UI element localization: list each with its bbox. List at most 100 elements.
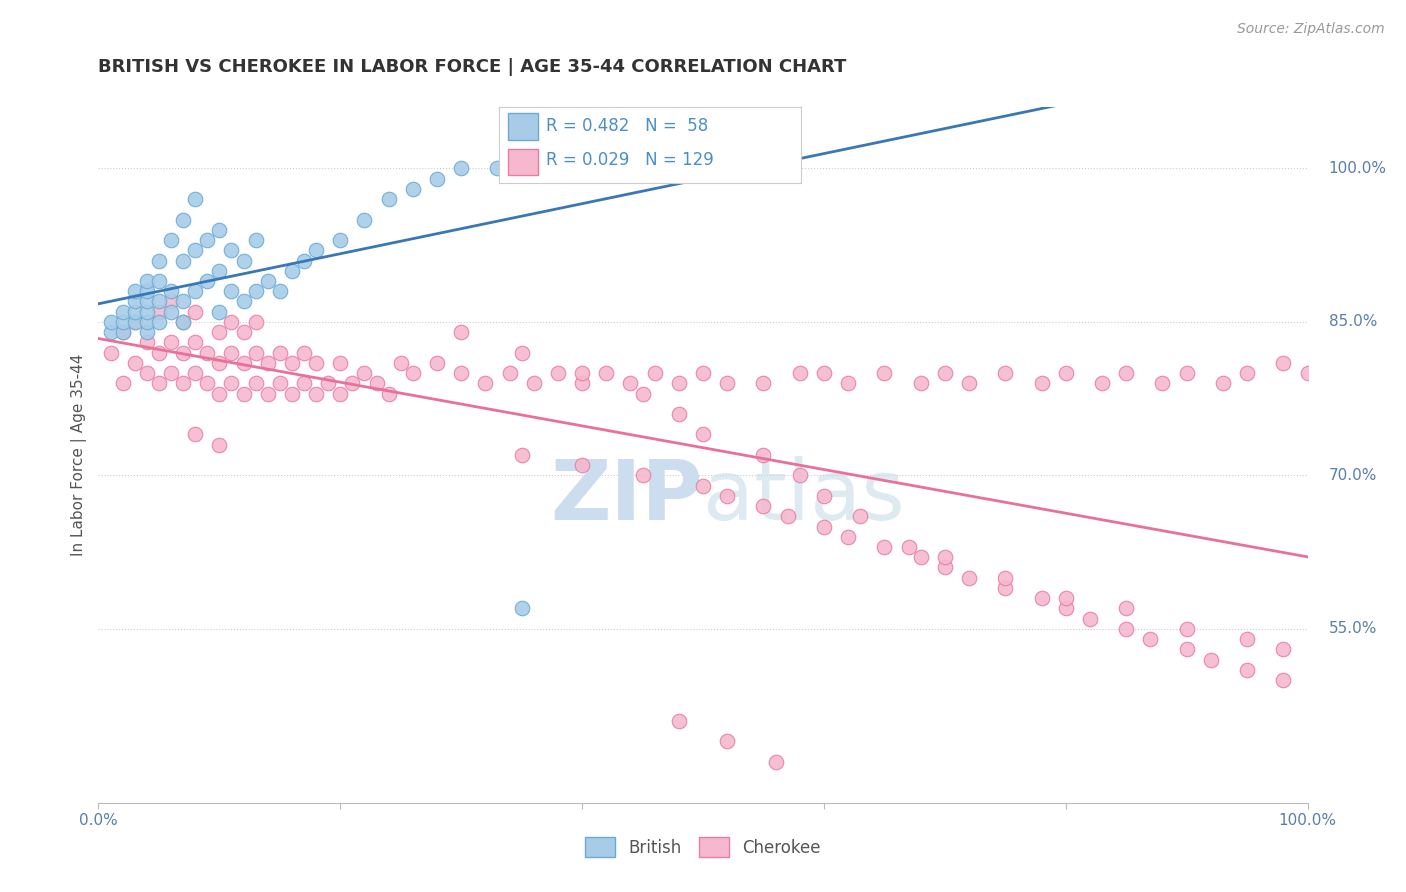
Point <box>510 345 533 359</box>
Point <box>208 386 231 401</box>
Point <box>135 315 157 329</box>
Point <box>172 253 194 268</box>
Point <box>135 335 157 350</box>
Point <box>692 161 714 176</box>
Point <box>184 244 207 258</box>
Text: R = 0.029   N = 129: R = 0.029 N = 129 <box>546 152 714 169</box>
Point <box>873 540 896 554</box>
Point <box>1054 601 1077 615</box>
Point <box>160 335 183 350</box>
Point <box>195 345 218 359</box>
Point <box>510 448 533 462</box>
Point <box>245 376 267 391</box>
Point <box>1115 366 1137 380</box>
Point <box>377 192 399 206</box>
Point <box>208 325 231 339</box>
Point <box>135 325 157 339</box>
Point <box>837 530 859 544</box>
Point <box>184 304 207 318</box>
Point <box>305 356 328 370</box>
Point <box>402 366 425 380</box>
Point <box>232 325 254 339</box>
Point <box>1054 366 1077 380</box>
Point <box>124 294 146 309</box>
Point <box>1272 673 1295 687</box>
Point <box>100 315 122 329</box>
Point <box>111 304 134 318</box>
Point <box>716 734 738 748</box>
Point <box>486 161 509 176</box>
Point <box>124 356 146 370</box>
Point <box>402 182 425 196</box>
Point <box>208 223 231 237</box>
Point <box>245 345 267 359</box>
Point <box>172 212 194 227</box>
Point <box>571 458 593 472</box>
Point <box>1115 622 1137 636</box>
Point <box>934 560 956 574</box>
Point <box>135 284 157 298</box>
Point <box>292 253 315 268</box>
Point <box>752 376 775 391</box>
Point <box>172 315 194 329</box>
Point <box>1175 366 1198 380</box>
Point <box>135 366 157 380</box>
Point <box>1272 642 1295 657</box>
Point <box>184 427 207 442</box>
Text: 70.0%: 70.0% <box>1329 468 1376 483</box>
Point <box>426 171 449 186</box>
Point <box>789 366 811 380</box>
Point <box>692 366 714 380</box>
Point <box>813 489 835 503</box>
Text: atlas: atlas <box>703 456 904 537</box>
Point <box>111 315 134 329</box>
Point <box>111 376 134 391</box>
Point <box>1296 366 1319 380</box>
Point <box>184 192 207 206</box>
Point <box>631 468 654 483</box>
Point <box>474 376 496 391</box>
Point <box>221 345 243 359</box>
Point <box>100 325 122 339</box>
Point <box>631 386 654 401</box>
Point <box>305 386 328 401</box>
Point <box>256 356 278 370</box>
Point <box>269 376 291 391</box>
Point <box>523 376 546 391</box>
Point <box>232 294 254 309</box>
Point <box>910 376 932 391</box>
Point <box>172 315 194 329</box>
Point <box>668 407 690 421</box>
Text: ZIP: ZIP <box>551 456 703 537</box>
Text: R = 0.482   N =  58: R = 0.482 N = 58 <box>546 118 709 136</box>
Y-axis label: In Labor Force | Age 35-44: In Labor Force | Age 35-44 <box>72 354 87 556</box>
Point <box>1236 366 1258 380</box>
Point <box>450 366 472 380</box>
Point <box>195 376 218 391</box>
Point <box>716 376 738 391</box>
Point <box>221 315 243 329</box>
Point <box>100 345 122 359</box>
Point <box>160 294 183 309</box>
Point <box>208 264 231 278</box>
Point <box>571 161 593 176</box>
Point <box>1078 612 1101 626</box>
Point <box>135 274 157 288</box>
Point <box>160 284 183 298</box>
Point <box>160 366 183 380</box>
Text: BRITISH VS CHEROKEE IN LABOR FORCE | AGE 35-44 CORRELATION CHART: BRITISH VS CHEROKEE IN LABOR FORCE | AGE… <box>98 58 846 76</box>
Point <box>957 376 980 391</box>
Point <box>595 366 617 380</box>
Point <box>221 284 243 298</box>
Point <box>1272 356 1295 370</box>
Point <box>124 304 146 318</box>
Point <box>1236 663 1258 677</box>
Point <box>994 571 1017 585</box>
Text: 100.0%: 100.0% <box>1329 161 1386 176</box>
Point <box>208 304 231 318</box>
Point <box>692 478 714 492</box>
Text: 85.0%: 85.0% <box>1329 314 1376 329</box>
Point <box>292 376 315 391</box>
Point <box>124 315 146 329</box>
FancyBboxPatch shape <box>508 149 538 175</box>
